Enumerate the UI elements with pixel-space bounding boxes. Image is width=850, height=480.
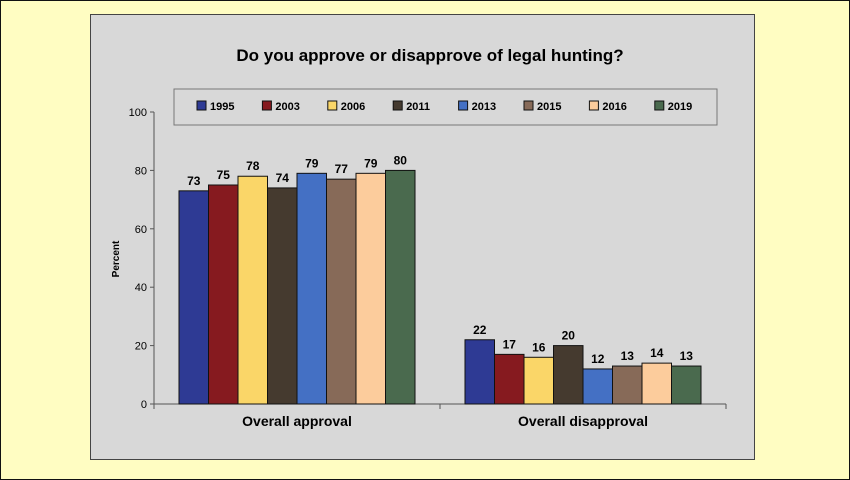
bar xyxy=(296,172,327,405)
data-label: 78 xyxy=(246,159,260,173)
data-label: 20 xyxy=(562,329,576,343)
legend-label: 2011 xyxy=(406,101,430,113)
data-label: 13 xyxy=(621,349,635,363)
bar xyxy=(641,362,672,405)
bars xyxy=(178,169,702,405)
data-label: 14 xyxy=(650,346,664,360)
y-tick-label: 100 xyxy=(129,107,147,119)
bar xyxy=(355,172,386,405)
bar xyxy=(326,178,357,405)
bar xyxy=(553,345,584,405)
bar xyxy=(671,365,702,405)
data-labels: 73 75 78 74 79 77 79 80 22 17 16 20 12 13 14 13 xyxy=(187,153,693,366)
data-label: 12 xyxy=(591,352,605,366)
data-label: 17 xyxy=(503,337,517,351)
data-label: 13 xyxy=(680,349,694,363)
bar xyxy=(385,169,416,405)
data-label: 73 xyxy=(187,174,201,188)
bar xyxy=(178,190,209,405)
data-label: 79 xyxy=(364,156,378,170)
y-tick-label: 80 xyxy=(135,165,147,177)
bar xyxy=(494,353,525,405)
data-label: 74 xyxy=(276,171,290,185)
legend-label: 2013 xyxy=(472,101,496,113)
data-label: 80 xyxy=(394,153,408,167)
data-label: 77 xyxy=(335,162,349,176)
bar xyxy=(208,184,239,405)
legend-swatch xyxy=(196,100,207,111)
x-category-label: Overall disapproval xyxy=(518,413,648,429)
legend-label: 1995 xyxy=(210,101,234,113)
bar xyxy=(582,368,613,405)
legend: 1995 2003 2006 2011 2013 2015 2016 2019 xyxy=(173,88,718,126)
x-category-label: Overall approval xyxy=(242,413,352,429)
legend-label: 2019 xyxy=(668,101,692,113)
bar xyxy=(237,175,268,405)
y-tick-label: 20 xyxy=(135,341,147,353)
data-label: 22 xyxy=(473,323,487,337)
y-axis-label: Percent xyxy=(111,240,122,277)
legend-swatch xyxy=(523,100,534,111)
legend-swatch xyxy=(654,100,665,111)
legend-label: 2006 xyxy=(341,101,365,113)
bar xyxy=(523,356,554,405)
legend-swatch xyxy=(261,100,272,111)
legend-swatch xyxy=(458,100,469,111)
legend-box xyxy=(173,88,718,126)
data-label: 75 xyxy=(217,168,231,182)
y-tick-label: 60 xyxy=(135,224,147,236)
legend-label: 2003 xyxy=(275,101,299,113)
y-tick-label: 40 xyxy=(135,282,147,294)
bar xyxy=(267,187,298,405)
bar xyxy=(612,365,643,405)
legend-label: 2015 xyxy=(537,101,561,113)
y-tick-label: 0 xyxy=(141,399,147,411)
bar xyxy=(464,339,495,405)
legend-swatch xyxy=(588,100,599,111)
chart-title: Do you approve or disapprove of legal hu… xyxy=(236,46,623,65)
data-label: 79 xyxy=(305,156,319,170)
legend-swatch xyxy=(327,100,338,111)
data-label: 16 xyxy=(532,340,546,354)
legend-label: 2016 xyxy=(602,101,626,113)
legend-swatch xyxy=(392,100,403,111)
